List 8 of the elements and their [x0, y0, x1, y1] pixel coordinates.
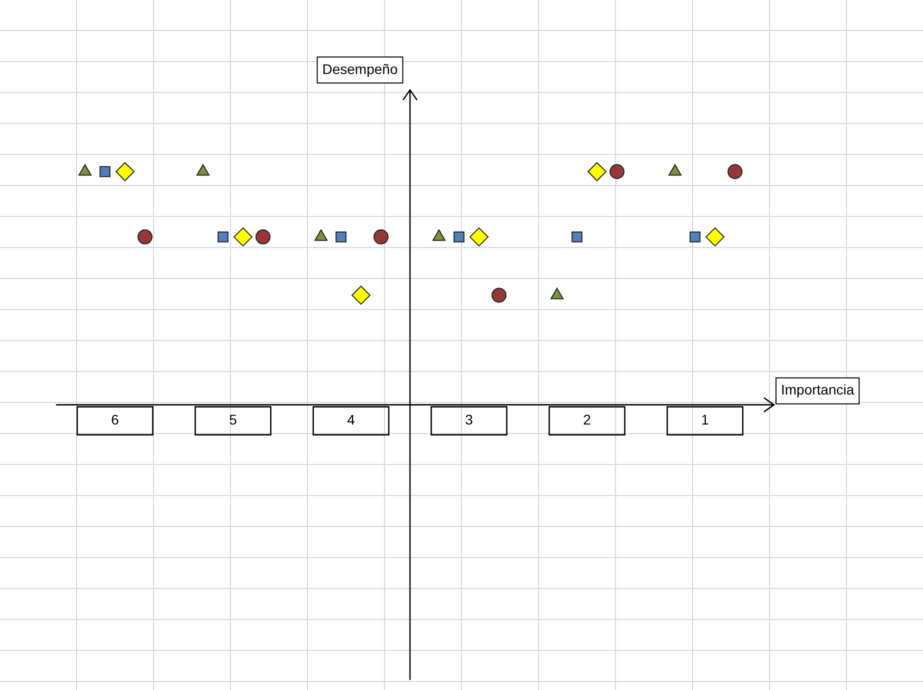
x-tick-label: 4: [347, 412, 356, 428]
x-tick-label: 3: [465, 412, 474, 428]
x-axis-title: Importancia: [780, 382, 854, 398]
x-tick-label: 2: [583, 412, 592, 428]
x-tick-label: 6: [111, 412, 120, 428]
x-tick-label: 1: [701, 412, 710, 428]
x-tick-label: 5: [229, 412, 238, 428]
text: Desempeño: [322, 60, 398, 77]
